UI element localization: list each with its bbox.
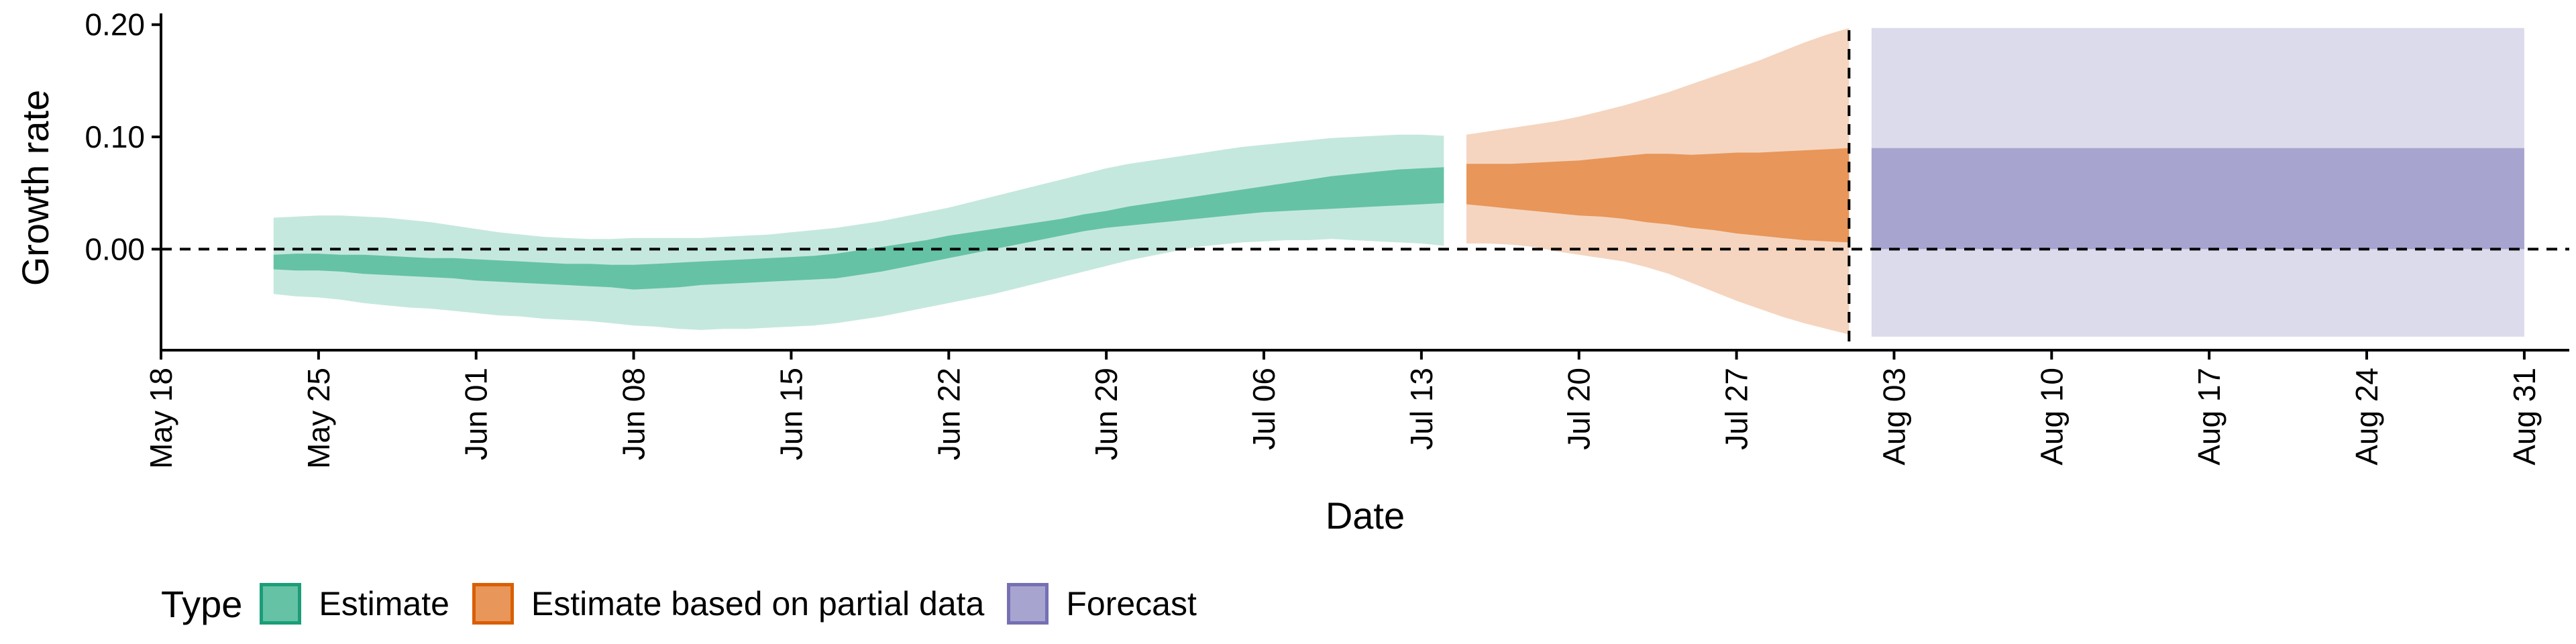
ribbon-outer-estimate — [273, 134, 1444, 330]
x-tick-label: Aug 24 — [2349, 368, 2384, 466]
x-tick-label: Aug 03 — [1877, 368, 1912, 466]
legend-label-partial: Estimate based on partial data — [531, 585, 985, 623]
x-tick-label: Aug 17 — [2192, 368, 2226, 466]
x-tick-label: Jun 15 — [773, 368, 808, 460]
ribbon-inner-estimate-based-on-partial-data — [1466, 148, 1849, 243]
x-tick-label: Jul 20 — [1562, 368, 1597, 450]
x-tick-label: Jun 08 — [616, 368, 651, 460]
x-axis-title: Date — [1326, 494, 1405, 537]
legend: Type Estimate Estimate based on partial … — [161, 574, 1220, 634]
y-axis-title: Growth rate — [14, 90, 56, 286]
x-tick-label: Aug 31 — [2507, 368, 2542, 466]
legend-item-forecast: Forecast — [1007, 583, 1197, 625]
y-tick-label: 0.10 — [85, 119, 145, 154]
legend-item-estimate: Estimate — [260, 583, 449, 625]
x-tick-label: Aug 10 — [2034, 368, 2069, 466]
legend-key-partial — [472, 583, 514, 625]
ribbon-inner-forecast — [1871, 148, 2524, 250]
y-tick-label: 0.00 — [85, 231, 145, 266]
reference-lines — [161, 30, 2569, 350]
x-tick-label: Jul 06 — [1246, 368, 1281, 450]
ribbon-layer — [273, 28, 2524, 337]
axes: 0.00 0.10 0.20 May 18 May 25 Jun 01 Jun 08 Jun … — [85, 7, 2569, 469]
x-tick-label: May 25 — [301, 368, 336, 469]
x-tick-label: Jul 27 — [1719, 368, 1754, 450]
x-tick-label: May 18 — [144, 368, 178, 469]
y-tick-label: 0.20 — [85, 7, 145, 42]
x-tick-label: Jun 01 — [459, 368, 494, 460]
legend-title: Type — [161, 582, 243, 625]
legend-key-forecast — [1007, 583, 1049, 625]
ribbon-inner-estimate — [273, 167, 1444, 290]
x-tick-label: Jun 29 — [1089, 368, 1124, 460]
legend-label-estimate: Estimate — [319, 585, 449, 623]
legend-label-forecast: Forecast — [1066, 585, 1197, 623]
growth-rate-chart: 0.00 0.10 0.20 May 18 May 25 Jun 01 Jun 08 Jun … — [14, 7, 2569, 537]
x-tick-label: Jul 13 — [1404, 368, 1439, 450]
legend-key-estimate — [260, 583, 302, 625]
legend-item-partial: Estimate based on partial data — [472, 583, 984, 625]
x-tick-label: Jun 22 — [931, 368, 966, 460]
